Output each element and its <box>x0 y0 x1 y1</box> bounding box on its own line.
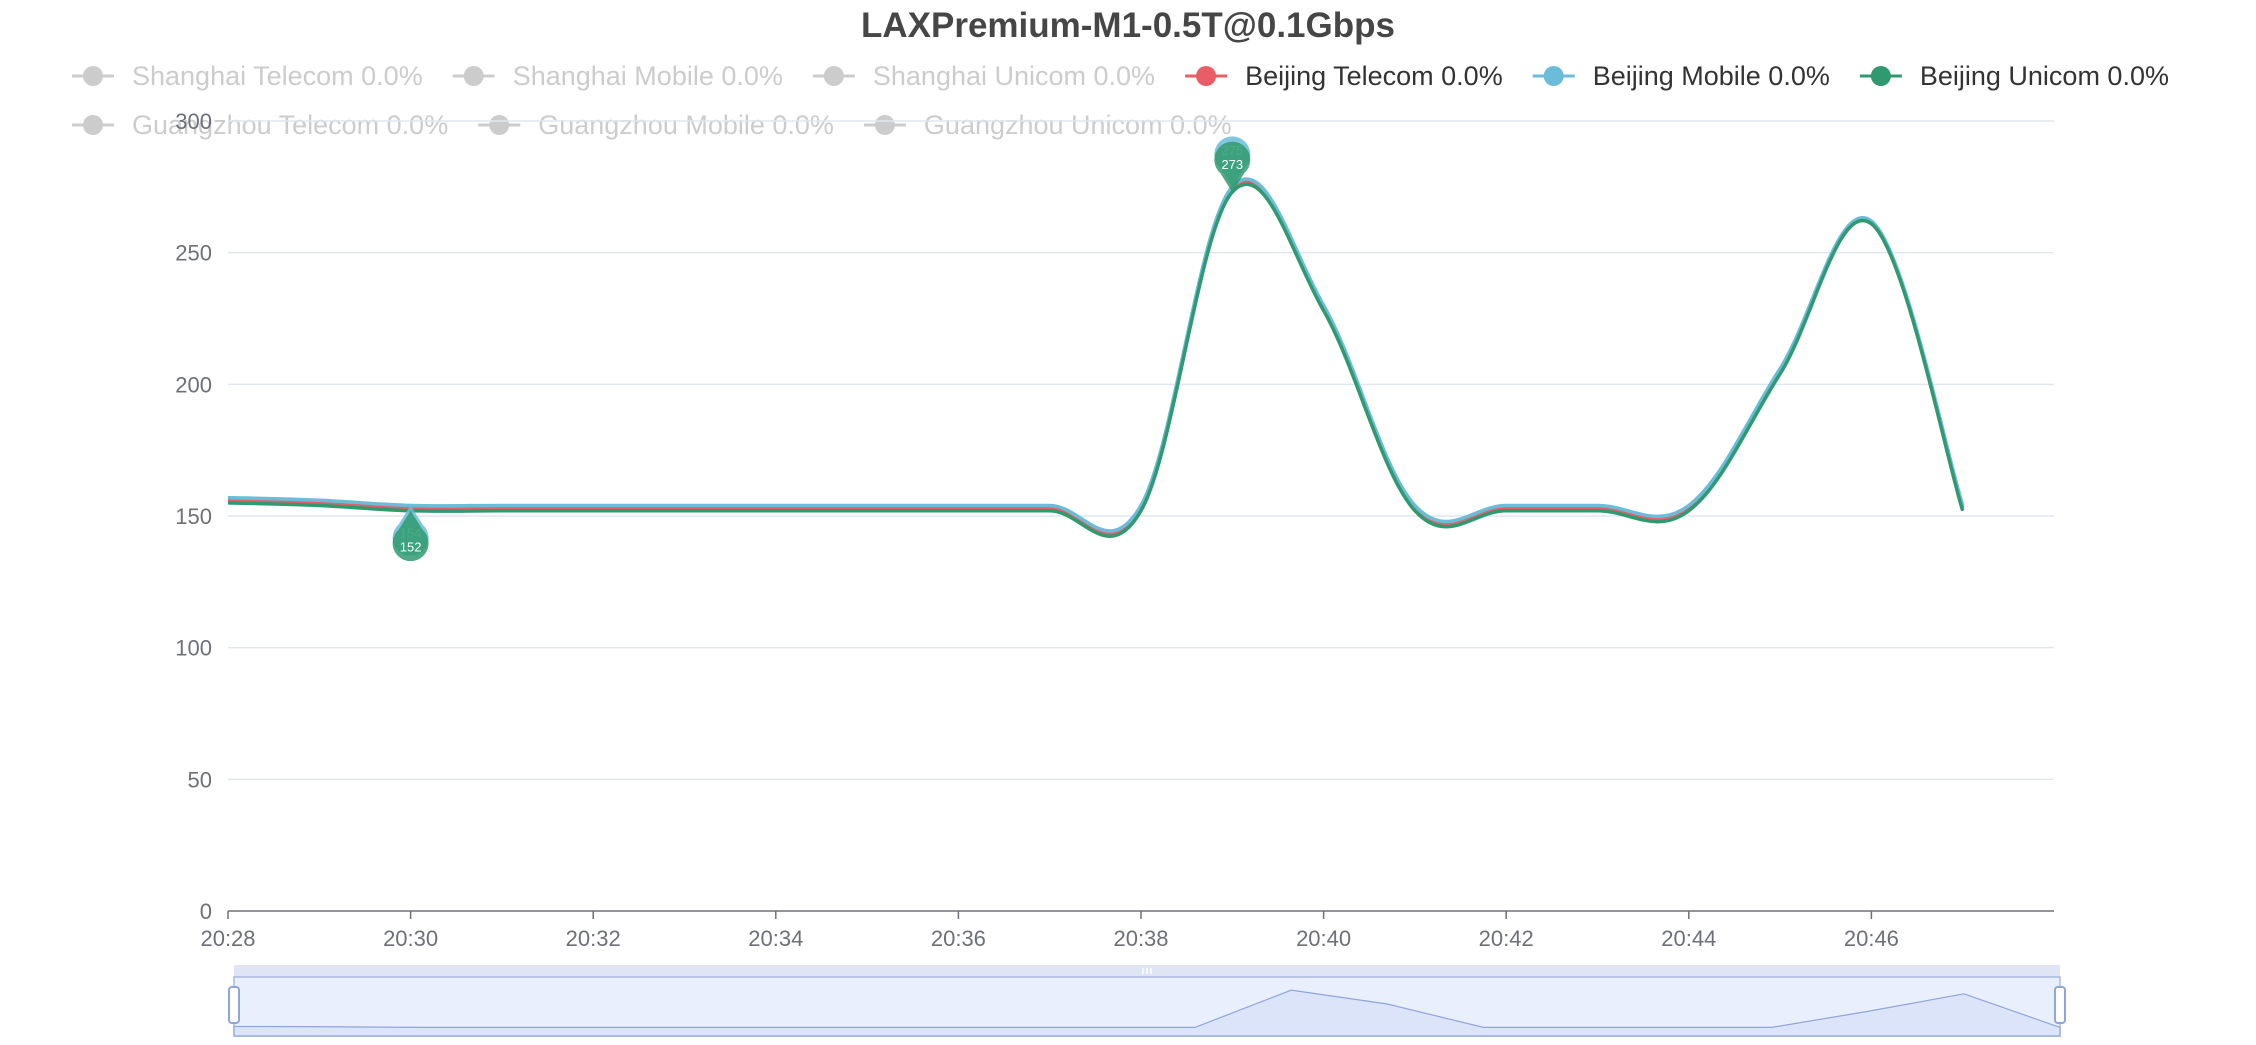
zoom-handle-left[interactable] <box>228 986 240 1024</box>
legend-label: Beijing Unicom 0.0% <box>1920 61 2169 91</box>
legend-item[interactable]: Beijing Telecom 0.0% <box>1185 61 1503 91</box>
min-marker-pin <box>392 510 429 562</box>
y-axis: 0 50 100 150 200 250 300 <box>175 109 212 924</box>
legend: Shanghai Telecom 0.0% Shanghai Mobile 0.0… <box>72 61 2169 140</box>
legend-dot-icon <box>874 115 895 135</box>
legend-dot-icon <box>823 66 844 86</box>
y-tick-label: 200 <box>175 372 212 397</box>
zoom-window[interactable] <box>233 976 2061 1037</box>
x-tick-label: 20:38 <box>1113 926 1168 951</box>
y-tick-label: 50 <box>188 767 212 792</box>
x-tick-label: 20:32 <box>566 926 621 951</box>
legend-item[interactable]: Beijing Unicom 0.0% <box>1859 61 2169 91</box>
legend-item[interactable]: Beijing Mobile 0.0% <box>1532 61 1830 91</box>
x-tick-label: 20:36 <box>931 926 986 951</box>
legend-label: Shanghai Telecom 0.0% <box>132 61 423 91</box>
series-line-beijing-mobile <box>227 177 1965 533</box>
x-tick-label: 20:28 <box>200 926 255 951</box>
legend-item[interactable]: Shanghai Unicom 0.0% <box>812 61 1155 91</box>
legend-item[interactable]: Shanghai Mobile 0.0% <box>452 61 783 91</box>
grid-lines <box>228 120 2054 781</box>
x-tick-label: 20:42 <box>1479 926 1534 951</box>
legend-dot-icon <box>1870 66 1891 86</box>
legend-label: Beijing Mobile 0.0% <box>1593 61 1830 91</box>
legend-item[interactable]: Guangzhou Telecom 0.0% <box>72 110 448 140</box>
legend-dot-icon <box>489 115 510 135</box>
legend-label: Beijing Telecom 0.0% <box>1245 61 1503 91</box>
zoom-handle-right[interactable] <box>2054 986 2066 1024</box>
y-tick-label: 0 <box>200 899 212 924</box>
legend-label: Guangzhou Telecom 0.0% <box>132 110 448 140</box>
series-lines <box>227 177 1965 538</box>
zoom-preview-area <box>233 989 2061 1037</box>
min-max-markers: 154152275273 <box>392 136 1251 562</box>
legend-item[interactable]: Guangzhou Mobile 0.0% <box>478 110 834 140</box>
y-tick-label: 100 <box>175 636 212 661</box>
legend-label: Guangzhou Mobile 0.0% <box>538 110 834 140</box>
legend-dot-icon <box>83 115 103 135</box>
legend-label: Shanghai Mobile 0.0% <box>513 61 783 91</box>
series-line-beijing-telecom <box>227 180 1965 536</box>
x-tick-label: 20:46 <box>1844 926 1899 951</box>
y-tick-label: 300 <box>175 109 212 134</box>
y-tick-label: 150 <box>175 504 212 529</box>
chart-title: LAXPremium-M1-0.5T@0.1Gbps <box>861 6 1395 45</box>
legend-dot-icon <box>83 66 103 86</box>
legend-dot-icon <box>1543 66 1564 86</box>
x-tick-label: 20:44 <box>1661 926 1716 951</box>
legend-label: Guangzhou Unicom 0.0% <box>924 110 1232 140</box>
x-tick-label: 20:40 <box>1296 926 1351 951</box>
data-zoom-slider[interactable] <box>228 965 2066 1037</box>
x-tick-label: 20:30 <box>383 926 438 951</box>
legend-item[interactable]: Shanghai Telecom 0.0% <box>72 61 423 91</box>
legend-item[interactable]: Guangzhou Unicom 0.0% <box>863 110 1232 140</box>
min-marker-label: 152 <box>400 540 422 555</box>
legend-label: Shanghai Unicom 0.0% <box>873 61 1155 91</box>
series-line-beijing-unicom <box>227 182 1965 538</box>
max-marker-pin <box>1214 141 1251 193</box>
legend-dot-icon <box>463 66 484 86</box>
max-marker-label: 273 <box>1221 157 1243 172</box>
x-axis: 20:28 20:30 20:32 20:34 20:36 20:38 20:40 20:42… <box>200 910 2054 951</box>
y-tick-label: 250 <box>175 241 212 266</box>
legend-dot-icon <box>1196 66 1217 86</box>
x-tick-label: 20:34 <box>748 926 803 951</box>
